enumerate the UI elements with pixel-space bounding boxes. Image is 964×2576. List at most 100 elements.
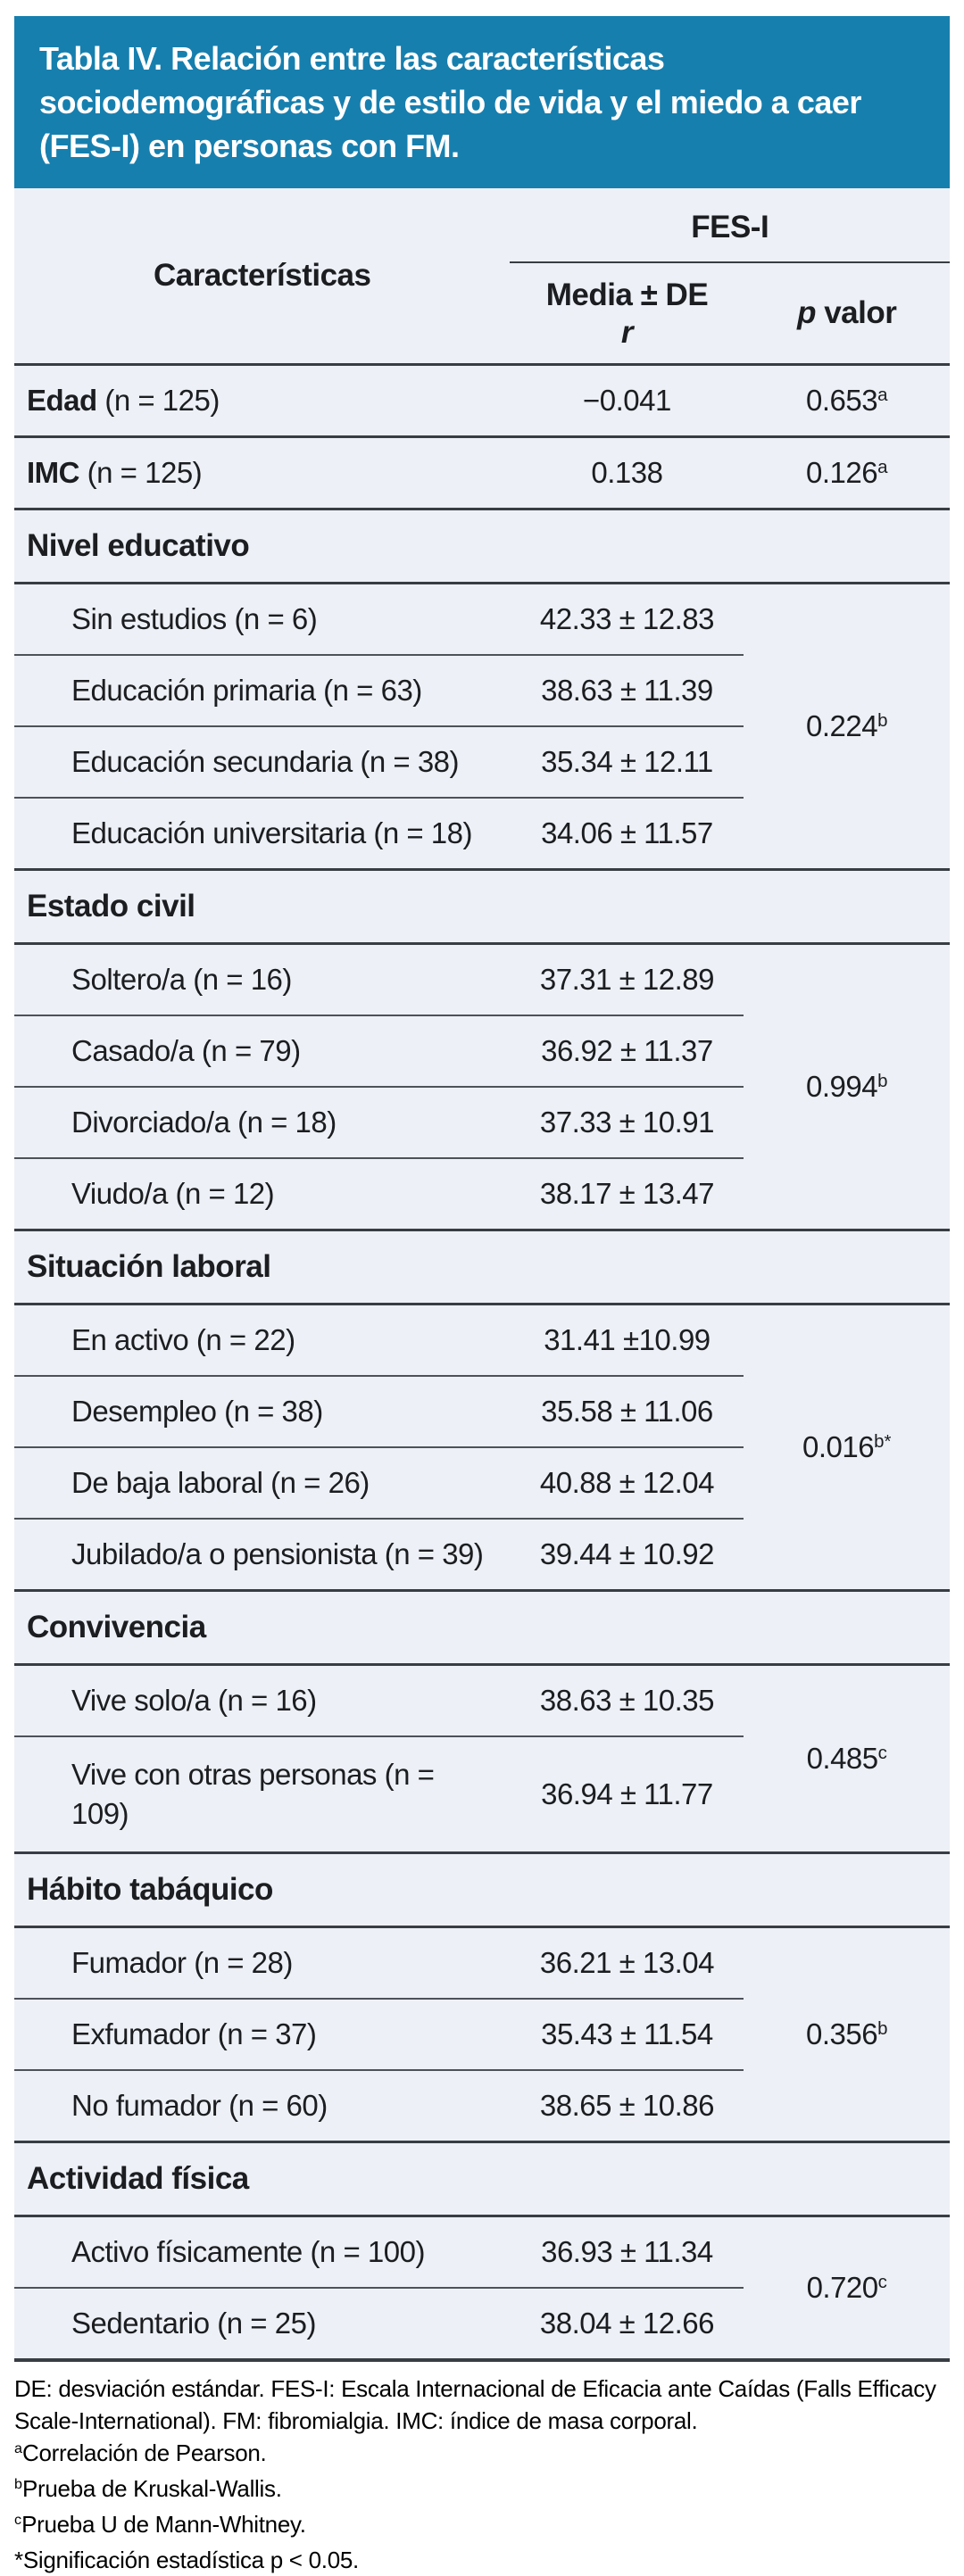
section-nivel-educativo: Nivel educativo	[14, 508, 950, 584]
section-actividad-fisica: Actividad física	[14, 2141, 950, 2216]
row-casado: Casado/a (n = 79) 36.92 ± 11.37	[14, 1015, 950, 1087]
section-nivel-educativo-title: Nivel educativo	[14, 508, 950, 584]
footnote-a: aCorrelación de Pearson.	[14, 2437, 950, 2472]
row-exfumador-label: Exfumador (n = 37)	[14, 1998, 511, 2070]
row-divorciado: Divorciado/a (n = 18) 37.33 ± 10.91	[14, 1086, 950, 1158]
row-viudo: Viudo/a (n = 12) 38.17 ± 13.47	[14, 1157, 950, 1230]
row-exfumador-media: 35.43 ± 11.54	[510, 1998, 744, 2070]
row-imc-p: 0.126a	[744, 435, 950, 509]
row-desempleo-media: 35.58 ± 11.06	[510, 1375, 744, 1447]
row-vive-solo-media: 38.63 ± 10.35	[510, 1663, 744, 1736]
p-estado-civil-value: 0.994	[805, 1070, 878, 1103]
footnote-significance: *Significación estadística p < 0.05.	[14, 2547, 359, 2573]
col-header-caracteristicas: Características	[153, 258, 371, 293]
row-educacion-secundaria: Educación secundaria (n = 38) 35.34 ± 12…	[14, 725, 950, 798]
row-de-baja-laboral: De baja laboral (n = 26) 40.88 ± 12.04	[14, 1446, 950, 1519]
footnote-b: bPrueba de Kruskal-Wallis.	[14, 2472, 950, 2508]
row-divorciado-media: 37.33 ± 10.91	[510, 1086, 744, 1158]
p-convivencia-value: 0.485	[806, 1742, 879, 1775]
row-no-fumador: No fumador (n = 60) 38.65 ± 10.86	[14, 2069, 950, 2142]
p-situacion-laboral: 0.016b*	[744, 1303, 950, 1591]
p-convivencia: 0.485c	[744, 1663, 950, 1853]
section-actividad-fisica-title: Actividad física	[14, 2141, 950, 2216]
row-imc-label-rest: (n = 125)	[79, 456, 203, 489]
p-nivel-educativo: 0.224b	[744, 582, 950, 870]
row-educacion-universitaria-media: 34.06 ± 11.57	[510, 797, 744, 870]
row-sin-estudios-label: Sin estudios (n = 6)	[14, 582, 511, 655]
row-imc-label: IMC (n = 125)	[14, 435, 511, 509]
p-habito-tabaquico: 0.356b	[744, 1926, 950, 2142]
row-vive-solo: Vive solo/a (n = 16) 38.63 ± 10.35 0.485…	[14, 1663, 950, 1853]
row-fumador-label: Fumador (n = 28)	[14, 1926, 511, 1999]
row-desempleo-label: Desempleo (n = 38)	[14, 1375, 511, 1447]
row-casado-media: 36.92 ± 11.37	[510, 1015, 744, 1087]
col-header-media: Media ± DE r	[510, 262, 744, 365]
row-edad-label-rest: (n = 125)	[96, 384, 220, 417]
p-actividad-fisica-value: 0.720	[806, 2271, 879, 2304]
row-no-fumador-media: 38.65 ± 10.86	[510, 2069, 744, 2142]
row-sedentario-media: 38.04 ± 12.66	[510, 2287, 744, 2362]
row-sedentario: Sedentario (n = 25) 38.04 ± 12.66	[14, 2287, 950, 2362]
row-edad: Edad (n = 125) −0.041 0.653a	[14, 363, 950, 437]
col-header-fesi: FES-I	[510, 188, 950, 263]
stats-table: Características FES-I Media ± DE r p valo…	[14, 188, 950, 2362]
row-vive-con-otras-label: Vive con otras personas (n = 109)	[14, 1735, 511, 1853]
col-header-pvalor: p valor	[744, 262, 950, 365]
header-row-top: Características FES-I	[14, 188, 950, 293]
p-habito-tabaquico-sup: b	[877, 2017, 888, 2039]
row-soltero-media: 37.31 ± 12.89	[510, 942, 744, 1015]
footnote-c: cPrueba U de Mann-Whitney.	[14, 2508, 950, 2544]
row-edad-label: Edad (n = 125)	[14, 363, 511, 437]
row-desempleo: Desempleo (n = 38) 35.58 ± 11.06	[14, 1375, 950, 1447]
row-educacion-primaria: Educación primaria (n = 63) 38.63 ± 11.3…	[14, 654, 950, 726]
row-soltero: Soltero/a (n = 16) 37.31 ± 12.89 0.994b	[14, 942, 950, 1230]
row-activo-fisicamente-media: 36.93 ± 11.34	[510, 2215, 744, 2288]
row-vive-con-otras-media: 36.94 ± 11.77	[510, 1735, 744, 1853]
section-convivencia-title: Convivencia	[14, 1589, 950, 1665]
footnote-abbreviations: DE: desviación estándar. FES-I: Escala I…	[14, 2375, 936, 2434]
row-imc: IMC (n = 125) 0.138 0.126a	[14, 435, 950, 509]
row-sin-estudios-media: 42.33 ± 12.83	[510, 582, 744, 655]
row-fumador-media: 36.21 ± 13.04	[510, 1926, 744, 1999]
section-situacion-laboral: Situación laboral	[14, 1229, 950, 1305]
row-vive-con-otras: Vive con otras personas (n = 109) 36.94 …	[14, 1735, 950, 1853]
p-valor-rest: valor	[815, 295, 897, 330]
row-educacion-secundaria-label: Educación secundaria (n = 38)	[14, 725, 511, 798]
row-edad-p-value: 0.653	[805, 384, 878, 417]
row-divorciado-label: Divorciado/a (n = 18)	[14, 1086, 511, 1158]
section-estado-civil-title: Estado civil	[14, 868, 950, 944]
p-situacion-laboral-sup: b*	[874, 1430, 892, 1452]
row-imc-p-sup: a	[877, 456, 888, 477]
row-jubilado: Jubilado/a o pensionista (n = 39) 39.44 …	[14, 1518, 950, 1591]
section-habito-tabaquico-title: Hábito tabáquico	[14, 1851, 950, 1927]
page: { "colors":{"title_bg":"#177FAE","title_…	[14, 16, 950, 2573]
row-edad-label-bold: Edad	[27, 384, 97, 417]
section-estado-civil: Estado civil	[14, 868, 950, 944]
row-no-fumador-label: No fumador (n = 60)	[14, 2069, 511, 2142]
row-educacion-secundaria-media: 35.34 ± 12.11	[510, 725, 744, 798]
row-activo-fisicamente-label: Activo físicamente (n = 100)	[14, 2215, 511, 2288]
row-sin-estudios: Sin estudios (n = 6) 42.33 ± 12.83 0.224…	[14, 582, 950, 870]
table-body: Edad (n = 125) −0.041 0.653a IMC (n = 12…	[14, 363, 950, 2362]
row-edad-p: 0.653a	[744, 363, 950, 437]
row-vive-solo-label: Vive solo/a (n = 16)	[14, 1663, 511, 1736]
p-situacion-laboral-value: 0.016	[802, 1430, 875, 1463]
table-title: Tabla IV. Relación entre las característ…	[14, 16, 950, 188]
row-viudo-media: 38.17 ± 13.47	[510, 1157, 744, 1230]
row-fumador: Fumador (n = 28) 36.21 ± 13.04 0.356b	[14, 1926, 950, 2142]
row-imc-label-bold: IMC	[27, 456, 80, 489]
row-jubilado-label: Jubilado/a o pensionista (n = 39)	[14, 1518, 511, 1591]
footnote-a-sup: a	[14, 2440, 22, 2457]
row-jubilado-media: 39.44 ± 10.92	[510, 1518, 744, 1591]
table-header: Características FES-I Media ± DE r p valo…	[14, 188, 950, 365]
p-nivel-educativo-value: 0.224	[805, 709, 878, 742]
row-edad-p-sup: a	[877, 384, 888, 405]
p-nivel-educativo-sup: b	[877, 709, 888, 731]
row-imc-p-value: 0.126	[805, 456, 878, 489]
p-habito-tabaquico-value: 0.356	[805, 2017, 878, 2050]
footnote-c-text: Prueba U de Mann-Whitney.	[21, 2511, 306, 2538]
p-actividad-fisica-sup: c	[877, 2271, 887, 2292]
row-imc-media: 0.138	[510, 435, 744, 509]
row-en-activo-label: En activo (n = 22)	[14, 1303, 511, 1376]
section-situacion-laboral-title: Situación laboral	[14, 1229, 950, 1305]
